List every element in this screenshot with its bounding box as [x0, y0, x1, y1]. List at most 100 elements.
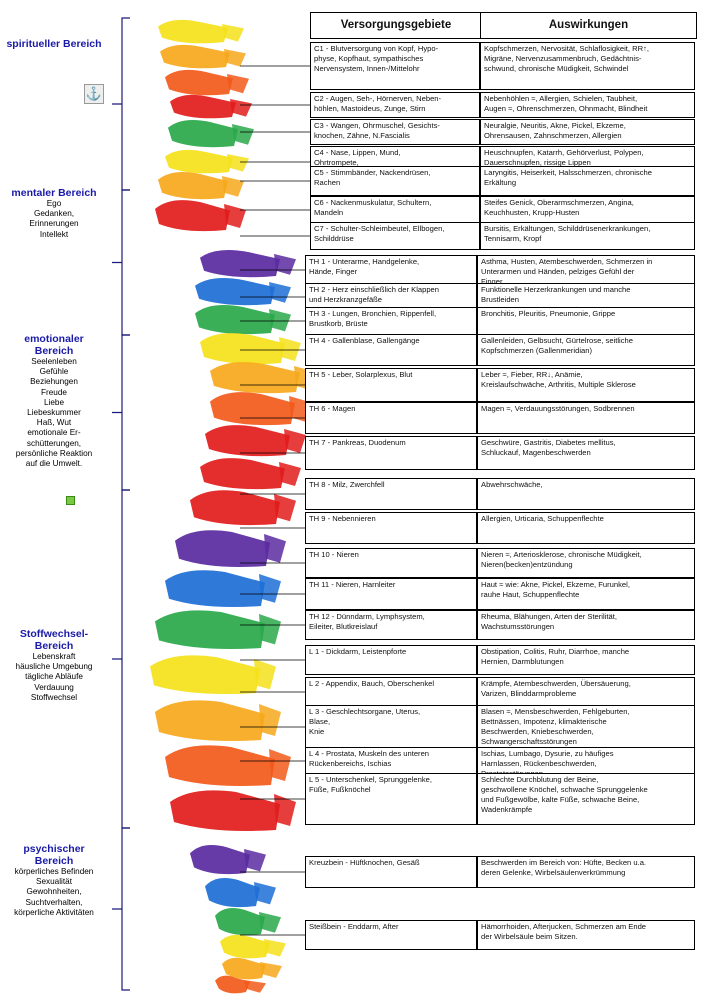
vertebra-process [254, 659, 276, 690]
supply-area-cell: TH 4 - Gallenblase, Gallengänge [305, 334, 477, 366]
vertebra-2 [165, 69, 233, 96]
supply-area-cell: TH 1 - Unterarme, Handgelenke, Hände, Fi… [305, 255, 477, 285]
region-title: emotionaler Bereich [24, 333, 84, 357]
vertebra-20 [150, 655, 260, 695]
effects-cell: Neuralgie, Neuritis, Akne, Pickel, Ekzem… [480, 119, 695, 145]
region-description: Lebenskraft häusliche Umgebung tägliche … [15, 652, 93, 702]
supply-area-cell: L 1 - Dickdarm, Leistenpforte [305, 645, 477, 675]
vertebra-process [222, 24, 244, 42]
anchor-icon: ⚓ [84, 84, 104, 104]
effects-cell: Ischias, Lumbago, Dysurie, zu häufiges H… [477, 747, 695, 775]
header-auswirkungen: Auswirkungen [480, 12, 697, 39]
supply-area-cell: L 3 - Geschlechtsorgane, Uterus, Blase, … [305, 705, 477, 749]
vertebra-21 [155, 700, 265, 741]
vertebra-9 [195, 277, 275, 306]
supply-area-cell: TH 10 - Nieren [305, 548, 477, 578]
region-1: mentaler Bereich Ego Gedanken, Erinnerung… [4, 187, 104, 240]
region-title: psychischer Bereich [23, 843, 85, 867]
vertebra-process [254, 882, 276, 905]
supply-area-cell: TH 3 - Lungen, Bronchien, Rippenfell, Br… [305, 307, 477, 335]
supply-area-cell: C1 - Blutversorgung von Kopf, Hypo- phys… [310, 42, 480, 90]
vertebra-29 [215, 975, 250, 994]
effects-cell: Rheuma, Blähungen, Arten der Sterilität,… [477, 610, 695, 640]
effects-cell: Haut ≈ wie: Akne, Pickel, Ekzeme, Furunk… [477, 578, 695, 610]
vertebra-14 [205, 425, 290, 457]
vertebra-5 [165, 149, 233, 174]
supply-area-cell: Steißbein - Enddarm, After [305, 920, 477, 950]
region-4: psychischer Bereich körperliches Befinden… [4, 843, 104, 918]
vertebra-process [244, 980, 266, 993]
effects-cell: Allergien, Urticaria, Schuppenflechte [477, 512, 695, 544]
supply-area-cell: C6 - Nackenmuskulatur, Schultern, Mandel… [310, 196, 480, 224]
vertebra-16 [190, 490, 280, 526]
supply-area-cell: TH 9 - Nebennieren [305, 512, 477, 544]
supply-area-cell: TH 12 - Dünndarm, Lymphsystem, Eileiter,… [305, 610, 477, 640]
vertebra-4 [168, 119, 238, 148]
vertebra-process [274, 254, 296, 275]
effects-cell: Nieren ≈, Arteriosklerose, chronische Mü… [477, 548, 695, 578]
supply-area-cell: L 5 - Unterschenkel, Sprunggelenke, Füße… [305, 773, 477, 825]
vertebra-28 [222, 957, 266, 980]
vertebra-11 [200, 333, 285, 365]
region-0: spiritueller Bereich [4, 38, 104, 50]
effects-cell: Kopfschmerzen, Nervosität, Schlaflosigke… [480, 42, 695, 90]
region-bracket [112, 189, 130, 336]
effects-cell: Blasen ≈, Mensbeschwerden, Fehlgeburten,… [477, 705, 695, 749]
vertebra-process [224, 49, 246, 67]
vertebra-0 [158, 19, 228, 44]
region-bracket [112, 489, 130, 829]
effects-cell: Asthma, Husten, Atembeschwerden, Schmerz… [477, 255, 695, 285]
supply-area-cell: TH 5 - Leber, Solarplexus, Blut [305, 368, 477, 402]
region-bracket [112, 334, 130, 491]
vertebra-13 [210, 392, 295, 426]
effects-cell: Obstipation, Colitis, Ruhr, Diarrhoe, ma… [477, 645, 695, 675]
vertebra-process [274, 494, 296, 522]
region-title: spiritueller Bereich [6, 38, 102, 50]
vertebra-process [230, 99, 252, 117]
region-2: emotionaler Bereich Seelenleben Gefühle B… [4, 333, 104, 469]
region-bracket [112, 827, 130, 991]
effects-cell: Abwehrschwäche, [477, 478, 695, 510]
region-description: Seelenleben Gefühle Beziehungen Freude L… [15, 357, 93, 469]
vertebra-15 [200, 458, 285, 490]
effects-cell: Bursitis, Erkältungen, Schilddrüsenerkra… [480, 222, 695, 250]
supply-area-cell: TH 7 - Pankreas, Duodenum [305, 436, 477, 470]
vertebra-12 [210, 362, 300, 394]
region-description: Ego Gedanken, Erinnerungen Intellekt [29, 199, 79, 239]
vertebra-process [227, 154, 249, 172]
vertebra-process [227, 74, 249, 94]
vertebra-25 [205, 878, 260, 908]
vertebra-process [279, 337, 301, 361]
supply-area-cell: C5 - Stimmbänder, Nackendrüsen, Rachen [310, 166, 480, 196]
region-title: mentaler Bereich [11, 187, 97, 199]
vertebra-26 [215, 907, 265, 936]
effects-cell: Leber ≈, Fieber, RR↓, Anämie, Kreislaufs… [477, 368, 695, 402]
vertebra-process [244, 849, 266, 872]
supply-area-cell: L 2 - Appendix, Bauch, Oberschenkel [305, 677, 477, 707]
effects-cell: Steifes Genick, Oberarmschmerzen, Angina… [480, 196, 695, 224]
region-title: Stoffwechsel-Bereich [19, 628, 89, 652]
vertebra-22 [165, 745, 275, 786]
region-bracket [112, 17, 130, 191]
supply-area-cell: TH 6 - Magen [305, 402, 477, 434]
effects-cell: Krämpfe, Atembeschwerden, Übersäuerung, … [477, 677, 695, 707]
effects-cell: Gallenleiden, Gelbsucht, Gürtelrose, sei… [477, 334, 695, 366]
vertebra-process [222, 176, 244, 197]
effects-cell: Nebenhöhlen ≈, Allergien, Schielen, Taub… [480, 92, 695, 118]
vertebra-process [259, 574, 281, 603]
vertebra-24 [190, 845, 250, 875]
effects-cell: Hämorrhoiden, Afterjucken, Schmerzen am … [477, 920, 695, 950]
vertebra-process [260, 962, 282, 978]
effects-cell: Magen ≈, Verdauungsstörungen, Sodbrennen [477, 402, 695, 434]
effects-cell: Bronchitis, Pleuritis, Pneumonie, Grippe [477, 307, 695, 335]
vertebra-process [232, 124, 254, 145]
supply-area-cell: TH 2 - Herz einschließlich der Klappen u… [305, 283, 477, 311]
vertebra-10 [195, 305, 275, 335]
supply-area-cell: C3 - Wangen, Ohrmuschel, Gesichts- knoch… [310, 119, 480, 145]
effects-cell: Geschwüre, Gastritis, Diabetes mellitus,… [477, 436, 695, 470]
header-versorgungsgebiete: Versorgungsgebiete [310, 12, 482, 39]
vertebra-process [224, 204, 246, 228]
supply-area-cell: TH 8 - Milz, Zwerchfell [305, 478, 477, 510]
vertebra-process [269, 749, 291, 781]
vertebra-process [259, 614, 281, 645]
